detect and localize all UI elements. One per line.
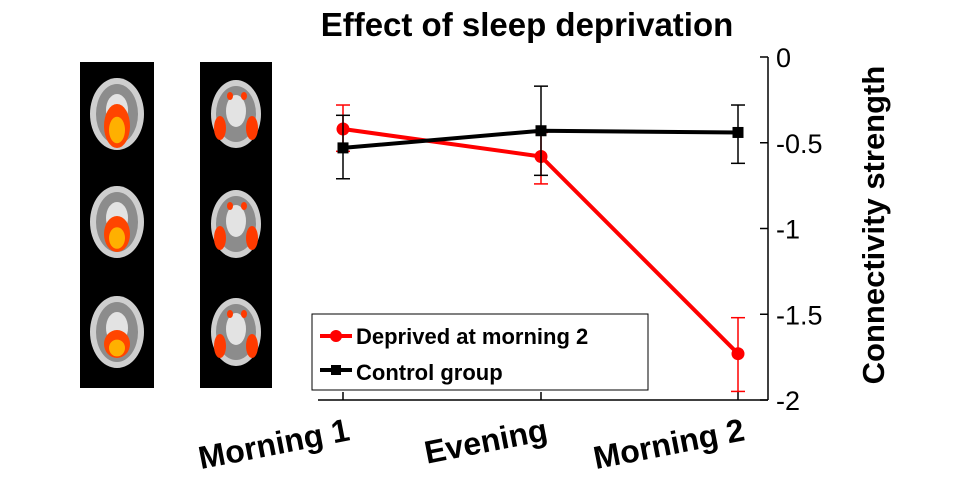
brain-white-matter	[226, 95, 246, 127]
activation-core	[109, 116, 125, 144]
y-tick-label: -0.5	[776, 129, 823, 159]
x-tick-label: Morning 2	[590, 412, 747, 477]
y-axis-label: Connectivity strength	[856, 66, 891, 385]
chart-title: Effect of sleep deprivation	[321, 6, 734, 43]
y-tick-label: -1.5	[776, 300, 823, 330]
x-tick-label: Morning 1	[195, 412, 352, 477]
legend-marker-deprived	[330, 330, 342, 342]
axes: 0 -0.5 -1 -1.5 -2 Morning 1 Evening Morning 2	[195, 43, 822, 476]
y-tick-label: -2	[776, 386, 800, 416]
legend-marker-control	[331, 365, 341, 375]
legend: Deprived at morning 2 Control group	[311, 313, 649, 391]
activation-blob	[246, 334, 258, 358]
data-point	[731, 347, 745, 361]
activation-blob	[246, 226, 258, 250]
brain-white-matter	[226, 205, 246, 237]
activation-blob	[241, 92, 247, 100]
legend-label-control: Control group	[356, 360, 503, 385]
activation-blob	[214, 116, 226, 140]
activation-blob	[246, 116, 258, 140]
data-point	[535, 125, 547, 137]
series-control	[336, 85, 745, 180]
brain-scans-component-2	[200, 62, 272, 388]
y-tick-label: 0	[776, 43, 791, 73]
brain-scans-component-1	[80, 62, 154, 388]
data-point	[337, 142, 349, 154]
legend-box	[311, 313, 649, 391]
legend-label-deprived: Deprived at morning 2	[356, 324, 588, 349]
activation-blob	[214, 226, 226, 250]
brain-white-matter	[226, 313, 246, 345]
activation-blob	[227, 310, 233, 318]
series-layer	[336, 85, 745, 393]
activation-blob	[241, 202, 247, 210]
activation-core	[109, 227, 125, 249]
activation-blob	[227, 202, 233, 210]
activation-blob	[227, 92, 233, 100]
activation-blob	[241, 310, 247, 318]
data-point	[732, 126, 744, 138]
activation-core	[109, 339, 125, 357]
activation-blob	[214, 334, 226, 358]
y-tick-label: -1	[776, 215, 800, 245]
x-tick-label: Evening	[421, 412, 550, 471]
